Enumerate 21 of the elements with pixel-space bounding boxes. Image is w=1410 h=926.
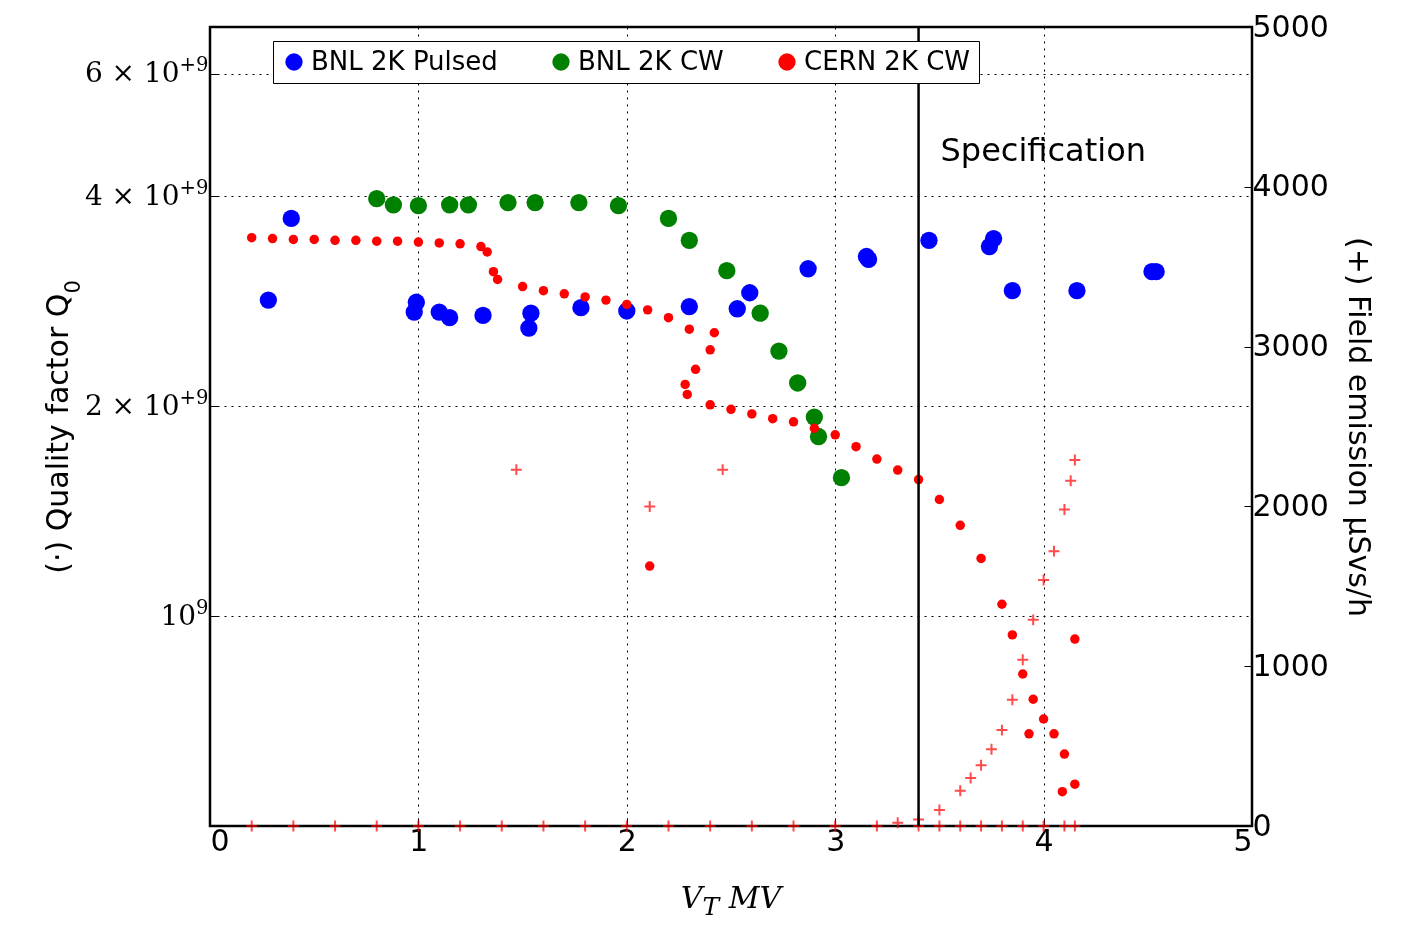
y2-tick-label: 1000 <box>1252 647 1329 683</box>
legend-label: CERN 2K CW <box>804 46 971 76</box>
y2-tick-label: 2000 <box>1252 487 1329 523</box>
legend-label: BNL 2K Pulsed <box>311 46 498 76</box>
y2-tick-label: 3000 <box>1252 328 1329 364</box>
x-tick-label: 5 <box>1233 822 1253 858</box>
y-tick-label: 10$^{9}$ <box>160 595 209 632</box>
y2-tick-label: 4000 <box>1252 168 1329 204</box>
y2-tick-label: 5000 <box>1252 8 1329 44</box>
y-tick-label: 4 × 10$^{+9}$ <box>84 175 209 212</box>
x-tick-label: 4 <box>1034 822 1054 858</box>
y2-axis-title: (+) Field emission μSvs/h <box>1341 236 1377 618</box>
x-axis-title: V$_{T}$ MV <box>679 880 785 921</box>
y-tick-label: 6 × 10$^{+9}$ <box>84 52 209 90</box>
x-tick-label: 1 <box>409 822 429 858</box>
x-tick-label: 2 <box>617 822 637 858</box>
y-tick-label: 2 × 10$^{+9}$ <box>84 385 209 422</box>
x-tick-label: 0 <box>210 822 230 858</box>
x-tick-label: 3 <box>826 822 846 858</box>
ref-line-label: Specification <box>940 130 1147 169</box>
legend-label: BNL 2K CW <box>578 46 724 76</box>
